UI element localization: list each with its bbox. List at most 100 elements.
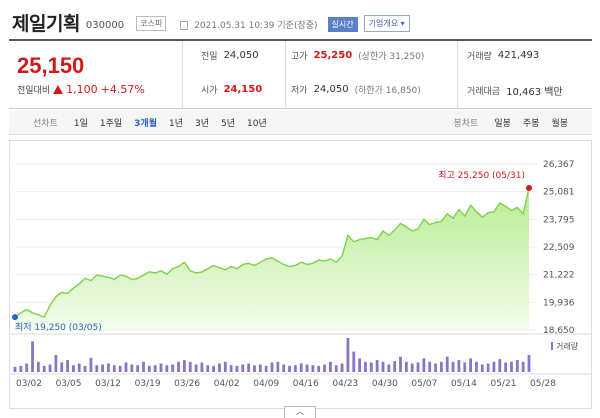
x-tick-label: 05/07 <box>411 379 437 389</box>
volume-bar <box>235 365 239 372</box>
prev-close-label: 전일 <box>201 52 218 62</box>
tab-5y[interactable]: 5년 <box>221 119 236 129</box>
volume-bar <box>381 361 385 372</box>
volume-bar <box>112 365 116 372</box>
volume-bar <box>463 362 467 372</box>
tab-1d[interactable]: 1일 <box>73 119 88 129</box>
volume-bar <box>188 361 192 372</box>
volume-bar <box>410 363 414 372</box>
prev-close-cell: 전일 24,050 <box>201 49 259 62</box>
price-area <box>15 188 529 330</box>
high-label: 고가 <box>291 52 308 62</box>
y-tick-label: 25,081 <box>543 188 575 198</box>
y-tick-label: 23,795 <box>543 215 575 225</box>
volume-bar <box>159 363 163 372</box>
volume-bar <box>83 365 87 372</box>
volume-value: 421,493 <box>497 50 540 61</box>
volume-bar <box>118 365 122 372</box>
volume-bar <box>223 361 227 372</box>
volume-bar <box>498 359 502 372</box>
volume-bar <box>72 365 75 372</box>
tab-monthly-candle[interactable]: 월봉 <box>551 119 568 129</box>
volume-bar <box>510 361 513 372</box>
volume-bar <box>101 364 105 372</box>
candle-chart-label: 봉차트 <box>453 119 479 129</box>
volume-bar <box>124 362 128 372</box>
volume-bar <box>305 364 309 372</box>
x-tick-label: 03/26 <box>174 379 200 389</box>
volume-bar <box>288 365 291 372</box>
volume-bar <box>504 362 508 372</box>
volume-bar <box>358 358 362 372</box>
volume-bar <box>369 362 373 372</box>
x-tick-label: 03/19 <box>135 379 161 389</box>
amount-label: 거래대금 <box>467 87 501 97</box>
volume-bar <box>323 364 326 372</box>
volume-cell: 거래량 421,493 <box>467 49 539 62</box>
volume-bar <box>404 361 408 372</box>
volume-bar <box>13 366 17 372</box>
tab-weekly-candle[interactable]: 주봉 <box>522 119 540 129</box>
tab-3y[interactable]: 3년 <box>195 119 210 129</box>
quote-summary: 25,150 전일대비 1,100 +4.57% 전일 24,050 시가 24… <box>9 41 592 109</box>
market-badge: 코스피 <box>136 16 167 31</box>
volume-bar <box>276 361 280 372</box>
x-tick-label: 05/14 <box>451 379 477 389</box>
volume-bar <box>212 365 215 372</box>
volume-bar <box>229 365 233 372</box>
volume-bar <box>60 362 64 372</box>
upper-limit: (상한가 31,250) <box>358 52 425 62</box>
volume-bar <box>241 364 245 372</box>
volume-bar <box>334 365 338 372</box>
volume-bar <box>200 362 204 372</box>
change-value: 1,100 <box>66 83 98 96</box>
x-tick-label: 04/02 <box>214 379 240 389</box>
divider <box>285 41 286 109</box>
company-info-dropdown[interactable]: 기업개요 ▾ <box>363 15 410 32</box>
volume-bar <box>258 364 262 372</box>
prev-close-value: 24,050 <box>223 50 259 61</box>
quote-datetime: 2021.05.31 10:39 기준(장중) <box>194 21 318 31</box>
volume-bar <box>19 365 23 372</box>
volume-bar <box>31 341 34 372</box>
price-chart: 26,367 25,081 23,795 22,509 21,222 19,936 18,6… <box>9 140 592 409</box>
volume-bar <box>527 355 531 372</box>
divider <box>457 41 458 109</box>
high-cell: 고가 25,250 (상한가 31,250) <box>291 49 424 62</box>
lower-limit: (하한가 16,850) <box>354 86 421 96</box>
realtime-button[interactable]: 실시간 <box>327 17 358 32</box>
volume-bar <box>428 361 432 372</box>
volume-bar <box>317 365 321 372</box>
tab-3m[interactable]: 3개월 <box>134 119 157 129</box>
volume-bar <box>130 364 134 372</box>
volume-bar <box>77 363 81 372</box>
current-price: 25,150 <box>17 53 85 78</box>
tab-1y[interactable]: 1년 <box>168 119 183 129</box>
x-tick-label: 03/02 <box>16 379 42 389</box>
volume-bar <box>515 360 519 372</box>
amount-value: 10,463 백만 <box>506 87 563 98</box>
x-tick-label: 04/09 <box>253 379 279 389</box>
volume-bar <box>387 364 391 372</box>
y-tick-label: 18,650 <box>543 326 575 336</box>
collapse-button[interactable]: ︿ <box>284 406 316 418</box>
tab-10y[interactable]: 10년 <box>247 119 267 129</box>
volume-bar <box>486 363 490 372</box>
open-value: 24,150 <box>223 84 263 95</box>
max-label: 최고 25,250 (05/31) <box>438 170 525 181</box>
volume-bar <box>299 363 303 372</box>
volume-bar <box>142 361 145 372</box>
volume-bar <box>311 365 315 372</box>
price-box: 25,150 전일대비 1,100 +4.57% <box>9 41 183 109</box>
x-tick-label: 04/30 <box>372 379 398 389</box>
volume-bar <box>182 360 186 372</box>
volume-bar <box>136 365 140 372</box>
volume-label: 거래량 <box>467 52 492 62</box>
volume-bar <box>270 362 274 372</box>
tab-daily-candle[interactable]: 일봉 <box>494 119 511 129</box>
stock-code: 030000 <box>85 20 125 31</box>
max-point <box>526 185 532 192</box>
tab-1w[interactable]: 1주일 <box>99 119 123 129</box>
volume-bar <box>422 358 426 372</box>
volume-bar <box>171 364 175 372</box>
